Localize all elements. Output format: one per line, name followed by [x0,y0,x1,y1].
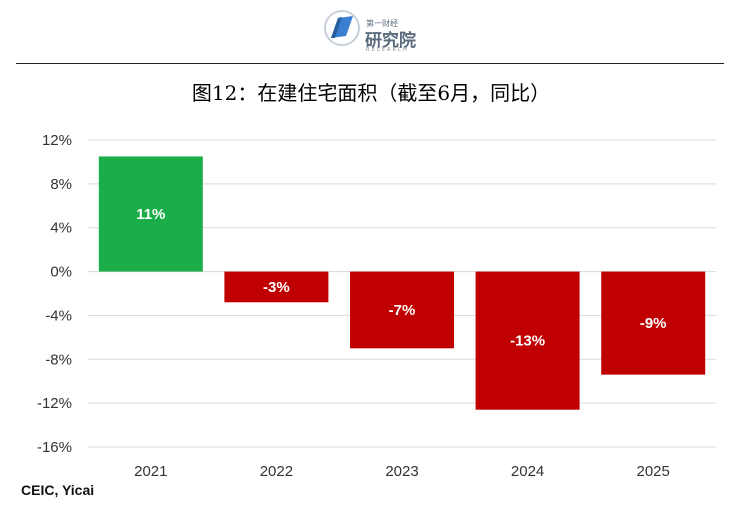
bar [350,271,454,349]
x-tick-label: 2024 [511,463,544,480]
x-tick-label: 2022 [260,463,293,480]
bar [224,271,329,303]
bar [601,271,706,375]
source-note: CEIC, Yicai [21,482,95,498]
y-tick-label: -12% [37,395,72,412]
logo-mark-icon [324,10,360,46]
x-tick-label: 2025 [637,463,670,480]
y-tick-label: 8% [50,176,72,193]
y-tick-label: -16% [37,439,72,456]
x-axis-ticks: 2021 2022 2023 2024 2025 [134,463,670,480]
y-tick-label: 12% [42,132,72,149]
bar-data-label: 11% [136,206,165,223]
x-tick-label: 2023 [385,463,418,480]
yicai-research-logo: 第一财经 研究院 RESEARCH [322,6,422,54]
bar [98,156,203,272]
bar-data-label: -7% [389,302,416,319]
y-axis-ticks: 12% 8% 4% 0% -4% -8% -12% -16% [37,132,72,456]
x-tick-label: 2021 [134,463,167,480]
logo-small-text: 第一财经 [366,19,398,28]
y-tick-label: -4% [45,307,72,324]
header-divider [16,63,724,64]
bar [475,271,580,410]
bar-data-label: -13% [510,333,545,350]
logo-main-text: 研究院 [365,31,416,51]
y-tick-label: 0% [50,264,72,281]
bar-data-label: -9% [640,315,667,332]
logo-sub-text: RESEARCH [366,47,409,53]
bars: 11% -3% -7% -13% -9% [98,156,706,410]
y-tick-label: -8% [45,351,72,368]
bar-data-label: -3% [263,279,290,296]
y-tick-label: 4% [50,220,72,237]
chart-title: 图12：在建住宅面积（截至6月，同比） [191,81,551,105]
